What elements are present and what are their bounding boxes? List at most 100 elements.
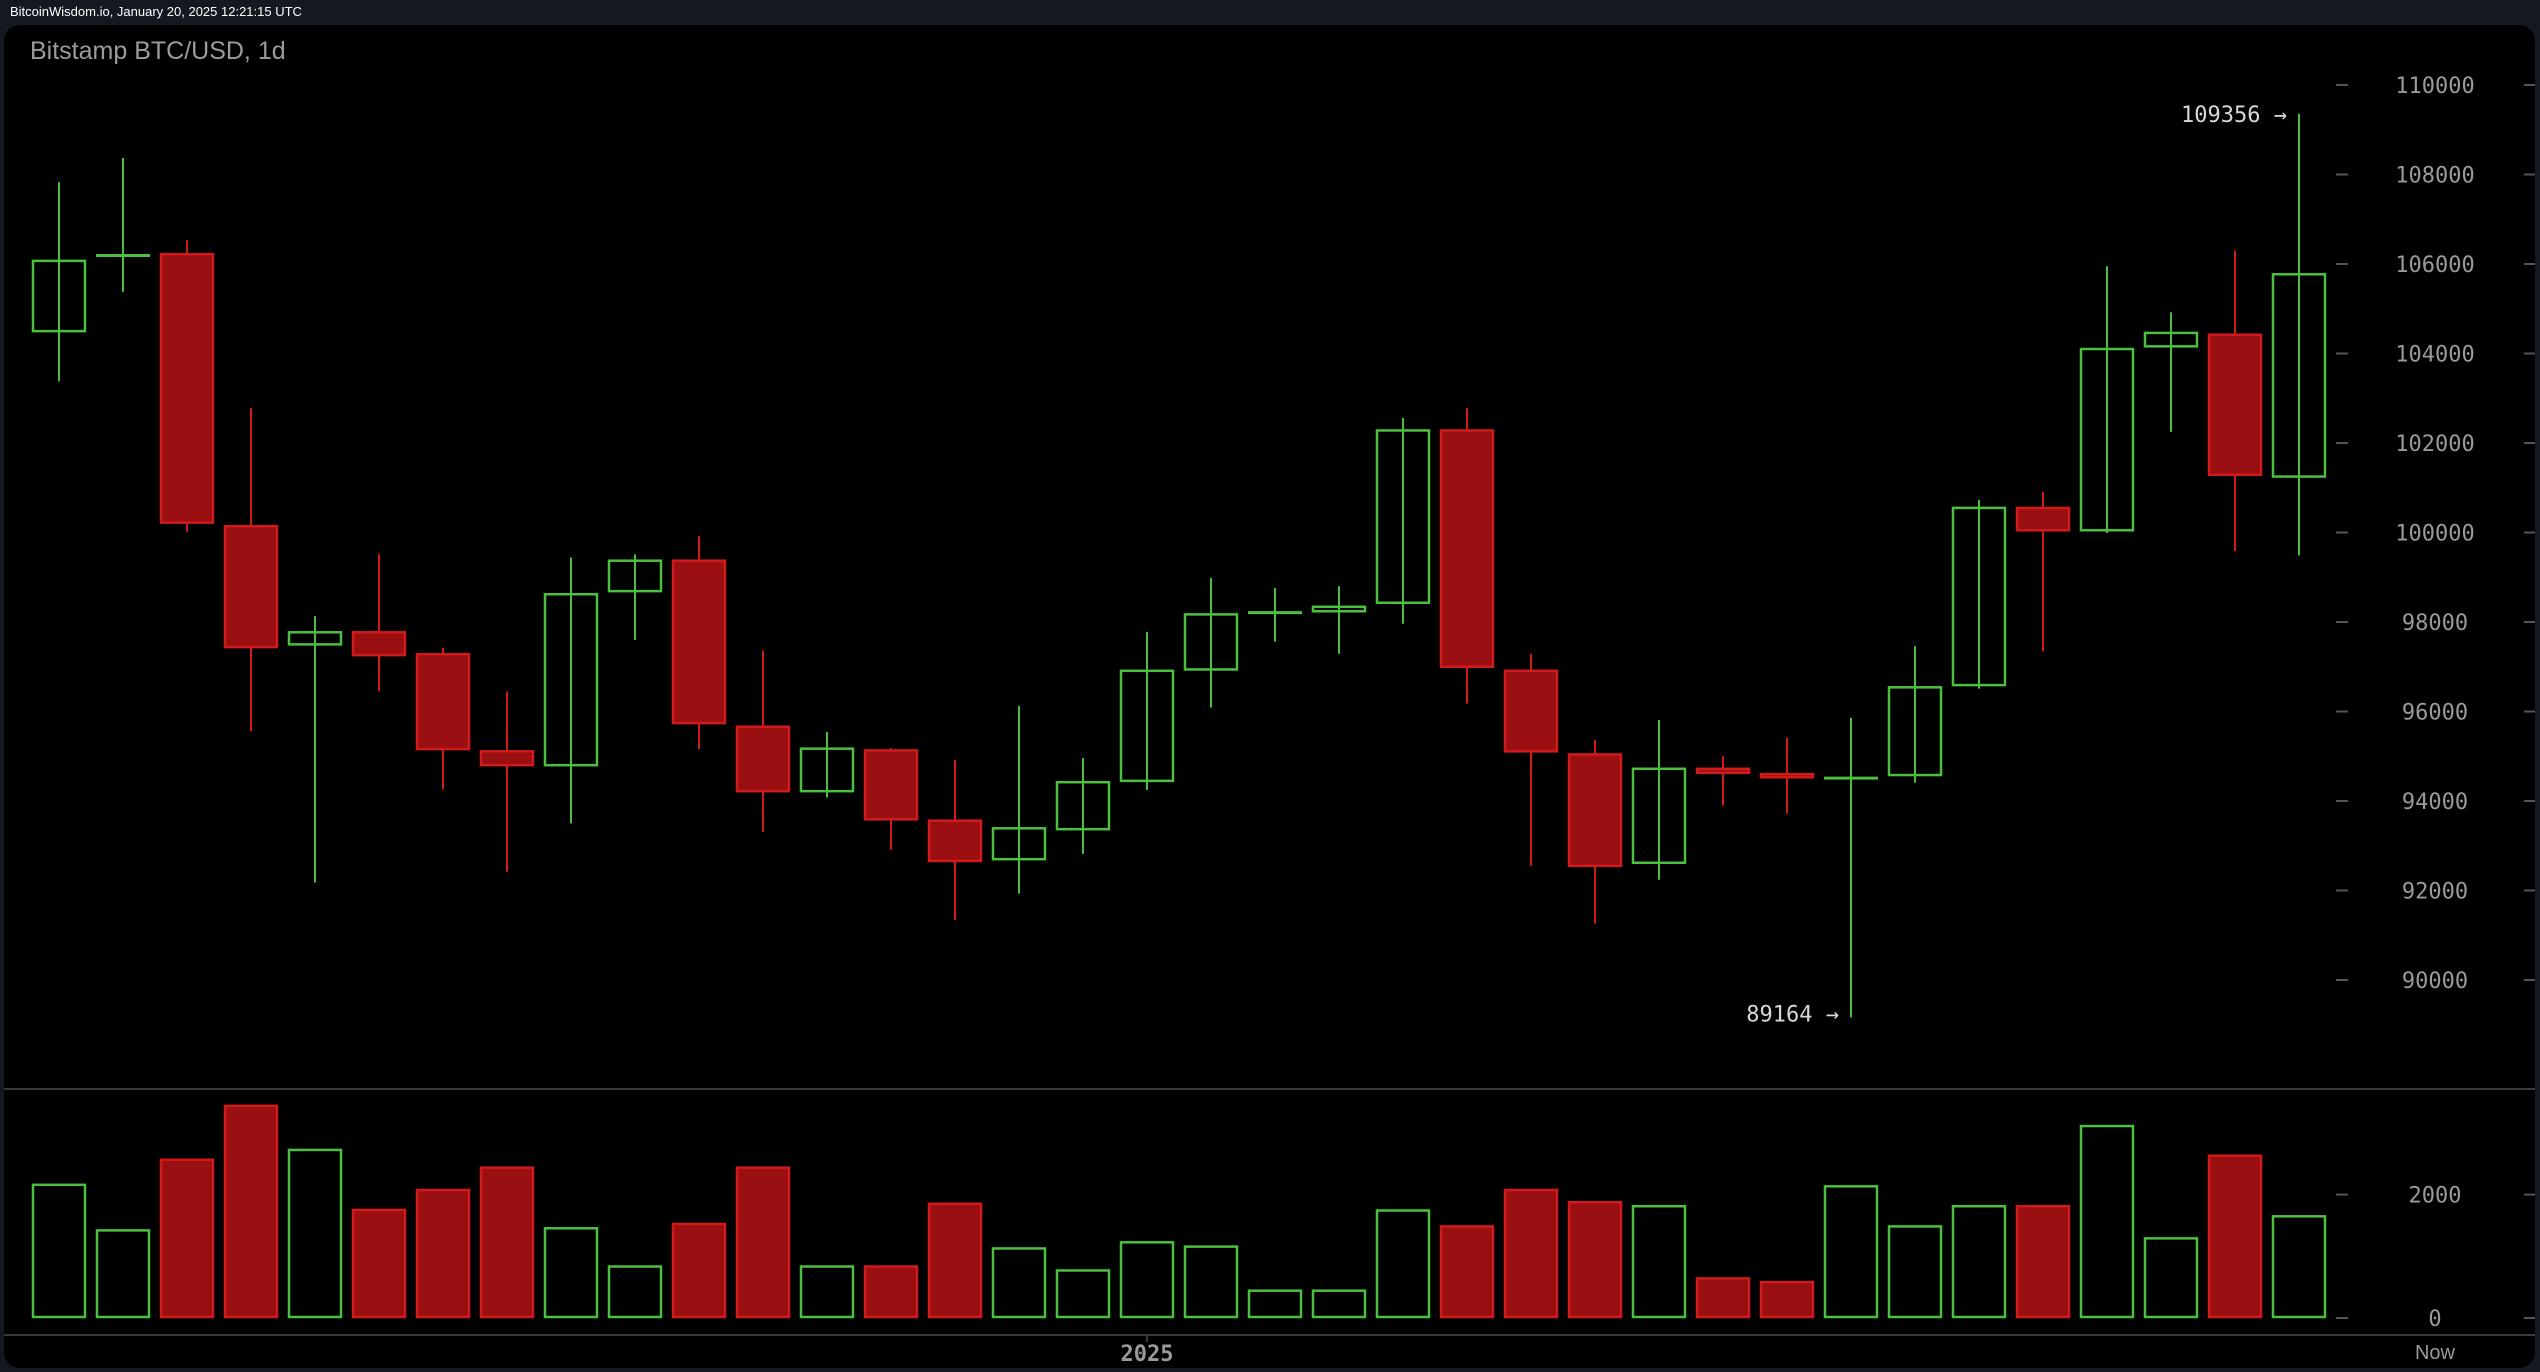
candle[interactable] — [287, 616, 343, 883]
candles-layer — [31, 113, 2327, 1018]
candle[interactable] — [2079, 266, 2135, 533]
volume-bar[interactable] — [1503, 1188, 1559, 1319]
candle[interactable] — [1183, 578, 1239, 708]
candle[interactable] — [1631, 720, 1687, 880]
price-tick-label: 104000 — [2395, 343, 2474, 368]
top-info-bar: BitcoinWisdom.io, January 20, 2025 12:21… — [0, 0, 2540, 25]
volume-bar[interactable] — [1183, 1245, 1239, 1319]
candle[interactable] — [671, 536, 727, 750]
chart-panel: 110000 108000 106000 104000 102000 100000 9800… — [4, 25, 2535, 1368]
volume-bar[interactable] — [1951, 1204, 2007, 1319]
candle[interactable] — [1824, 717, 1878, 1018]
volume-bar[interactable] — [2015, 1204, 2071, 1319]
time-axis: 2025 Now — [1121, 1335, 2456, 1367]
volume-bar[interactable] — [2207, 1154, 2263, 1319]
source-timestamp: BitcoinWisdom.io, January 20, 2025 12:21… — [10, 4, 302, 19]
price-tick-label: 108000 — [2395, 164, 2474, 189]
price-tick-label: 106000 — [2395, 253, 2474, 278]
x-label-year: 2025 — [1121, 1342, 1174, 1367]
low-price-annotation: 89164 → — [1746, 1002, 1839, 1027]
volume-bar[interactable] — [1375, 1209, 1431, 1319]
candle[interactable] — [607, 554, 663, 640]
volume-bar[interactable] — [543, 1227, 599, 1319]
volume-bar[interactable] — [2079, 1124, 2135, 1319]
price-tick-label: 92000 — [2402, 880, 2468, 905]
price-tick-label: 98000 — [2402, 611, 2468, 636]
volume-tick-label: 0 — [2428, 1307, 2441, 1332]
volume-bar[interactable] — [991, 1247, 1047, 1319]
volume-bar[interactable] — [2271, 1215, 2327, 1319]
volume-bar[interactable] — [607, 1265, 663, 1319]
volume-bar[interactable] — [863, 1265, 919, 1319]
candle[interactable] — [2143, 312, 2199, 432]
volume-bar[interactable] — [927, 1202, 983, 1319]
volume-bar[interactable] — [1759, 1280, 1815, 1319]
volume-bar[interactable] — [2143, 1237, 2199, 1319]
candle[interactable] — [1695, 756, 1751, 806]
volume-bar[interactable] — [415, 1188, 471, 1319]
volume-bars-layer — [31, 1104, 2327, 1319]
x-label-now: Now — [2415, 1342, 2456, 1364]
candle[interactable] — [351, 554, 407, 692]
candle[interactable] — [1055, 758, 1111, 854]
candle[interactable] — [543, 557, 599, 824]
volume-bar[interactable] — [1567, 1201, 1623, 1319]
price-tick-label: 90000 — [2402, 969, 2468, 994]
candle[interactable] — [2207, 250, 2263, 552]
candle[interactable] — [479, 691, 535, 872]
volume-bar[interactable] — [223, 1104, 279, 1319]
volume-bar[interactable] — [1055, 1269, 1111, 1319]
volume-bar[interactable] — [1119, 1241, 1175, 1319]
candle[interactable] — [2015, 491, 2071, 652]
candle[interactable] — [1311, 586, 1367, 654]
price-tick-label: 94000 — [2402, 790, 2468, 815]
price-tick-label: 100000 — [2395, 522, 2474, 547]
price-axis: 110000 108000 106000 104000 102000 100000 9800… — [2336, 74, 2535, 994]
volume-axis: 2000 0 — [2336, 1184, 2535, 1332]
volume-bar[interactable] — [1311, 1289, 1367, 1319]
volume-bar[interactable] — [159, 1158, 215, 1319]
candle[interactable] — [1951, 499, 2007, 689]
candle[interactable] — [927, 759, 983, 921]
volume-bar[interactable] — [1439, 1225, 1495, 1319]
volume-bar[interactable] — [287, 1148, 343, 1319]
candle[interactable] — [31, 182, 87, 382]
candle[interactable] — [1759, 737, 1815, 814]
volume-bar[interactable] — [735, 1166, 791, 1319]
volume-bar[interactable] — [31, 1183, 87, 1319]
chart-title: Bitstamp BTC/USD, 1d — [30, 37, 286, 65]
candle[interactable] — [991, 706, 1047, 894]
volume-bar[interactable] — [1247, 1289, 1303, 1319]
candle[interactable] — [799, 732, 855, 798]
candle[interactable] — [1439, 408, 1495, 704]
candle[interactable] — [96, 157, 150, 292]
candle[interactable] — [2271, 113, 2327, 556]
candle[interactable] — [863, 748, 919, 850]
high-price-annotation: 109356 → — [2181, 103, 2287, 128]
volume-bar[interactable] — [671, 1222, 727, 1319]
volume-bar[interactable] — [479, 1166, 535, 1319]
candle[interactable] — [1375, 417, 1431, 624]
candle[interactable] — [1567, 740, 1623, 924]
volume-bar[interactable] — [1887, 1225, 1943, 1319]
price-tick-label: 110000 — [2395, 74, 2474, 99]
volume-tick-label: 2000 — [2409, 1184, 2462, 1209]
candle[interactable] — [159, 239, 215, 532]
candle[interactable] — [223, 408, 279, 732]
volume-bar[interactable] — [799, 1265, 855, 1319]
price-tick-label: 96000 — [2402, 701, 2468, 726]
candle[interactable] — [1248, 587, 1302, 642]
candle[interactable] — [415, 647, 471, 790]
candlestick-chart[interactable]: 110000 108000 106000 104000 102000 100000 9800… — [4, 25, 2535, 1368]
annotations-layer: 109356 → 89164 → — [1746, 103, 2287, 1028]
candle[interactable] — [735, 650, 791, 832]
volume-bar[interactable] — [95, 1229, 151, 1319]
volume-bar[interactable] — [1823, 1185, 1879, 1319]
price-tick-label: 102000 — [2395, 432, 2474, 457]
volume-bar[interactable] — [1695, 1277, 1751, 1319]
volume-bar[interactable] — [351, 1208, 407, 1319]
candle[interactable] — [1503, 653, 1559, 866]
volume-bar[interactable] — [1631, 1204, 1687, 1319]
candle[interactable] — [1887, 646, 1943, 783]
candle[interactable] — [1119, 631, 1175, 790]
